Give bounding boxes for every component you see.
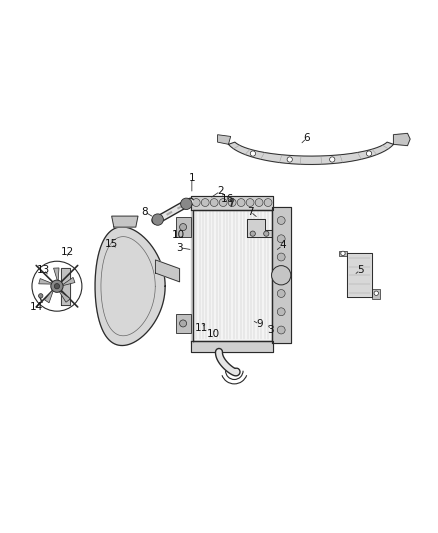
Text: 8: 8 (141, 207, 148, 217)
Polygon shape (176, 217, 191, 237)
Circle shape (180, 198, 192, 209)
Polygon shape (393, 133, 410, 146)
Circle shape (180, 320, 187, 327)
Circle shape (277, 216, 285, 224)
Circle shape (277, 289, 285, 297)
Circle shape (192, 199, 200, 206)
Polygon shape (191, 207, 193, 343)
Circle shape (250, 231, 255, 236)
Text: 7: 7 (247, 207, 254, 217)
Text: 12: 12 (61, 247, 74, 257)
Circle shape (341, 251, 345, 255)
Circle shape (272, 265, 291, 285)
Polygon shape (191, 196, 273, 209)
Polygon shape (58, 289, 71, 302)
Circle shape (210, 199, 218, 206)
Polygon shape (247, 219, 272, 237)
Polygon shape (347, 253, 372, 297)
Text: 16: 16 (221, 193, 234, 204)
Polygon shape (372, 289, 380, 300)
Text: 2: 2 (217, 186, 224, 196)
Polygon shape (272, 207, 291, 343)
Circle shape (277, 271, 285, 279)
Text: 1: 1 (188, 173, 195, 183)
Circle shape (201, 199, 209, 206)
Polygon shape (45, 288, 54, 303)
Polygon shape (53, 268, 59, 283)
Circle shape (277, 235, 285, 243)
Text: 3: 3 (176, 243, 183, 253)
Circle shape (277, 326, 285, 334)
Text: 13: 13 (37, 264, 50, 274)
Text: 5: 5 (357, 265, 364, 275)
Text: 10: 10 (207, 329, 220, 340)
Text: 6: 6 (303, 133, 310, 143)
Circle shape (228, 199, 236, 206)
Polygon shape (229, 142, 393, 165)
Text: 11: 11 (195, 323, 208, 333)
Text: 9: 9 (256, 319, 263, 329)
Text: 14: 14 (30, 302, 43, 312)
Polygon shape (60, 277, 75, 286)
Polygon shape (155, 260, 180, 282)
Circle shape (246, 199, 254, 206)
Polygon shape (95, 227, 165, 345)
Circle shape (277, 253, 285, 261)
Polygon shape (339, 251, 347, 255)
Polygon shape (193, 209, 272, 341)
Circle shape (287, 157, 292, 162)
Circle shape (367, 151, 372, 156)
Circle shape (39, 294, 43, 298)
Text: 3: 3 (267, 325, 274, 335)
Circle shape (152, 214, 163, 225)
Polygon shape (218, 135, 231, 144)
Text: 10: 10 (172, 230, 185, 240)
Circle shape (255, 199, 263, 206)
Polygon shape (112, 216, 138, 227)
Circle shape (264, 231, 269, 236)
Polygon shape (61, 268, 70, 304)
Text: 4: 4 (279, 240, 286, 251)
Polygon shape (39, 279, 54, 284)
Circle shape (180, 223, 187, 231)
Polygon shape (191, 341, 273, 352)
Circle shape (51, 280, 63, 292)
Circle shape (250, 151, 255, 156)
Circle shape (54, 284, 60, 289)
Polygon shape (176, 314, 191, 333)
Circle shape (230, 198, 234, 201)
Text: 15: 15 (105, 239, 118, 249)
Circle shape (219, 199, 227, 206)
Circle shape (374, 291, 378, 295)
Circle shape (264, 199, 272, 206)
Circle shape (237, 199, 245, 206)
Circle shape (330, 157, 335, 162)
Circle shape (277, 308, 285, 316)
